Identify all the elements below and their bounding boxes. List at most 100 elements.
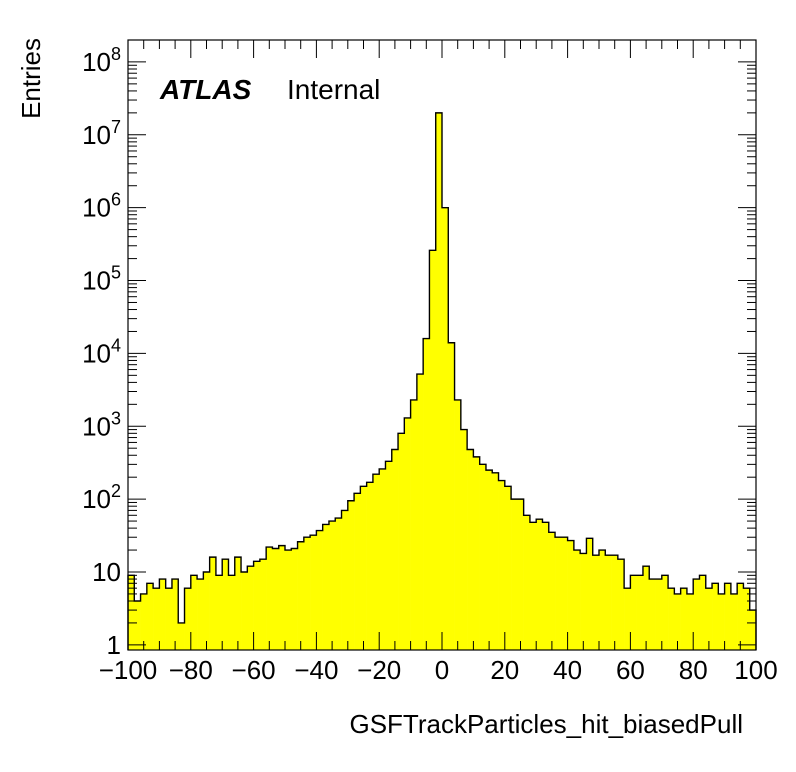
histogram-bin	[712, 583, 719, 650]
histogram-bin	[272, 548, 280, 650]
histogram-bin	[718, 593, 725, 650]
histogram-bin	[228, 575, 236, 650]
histogram-outline	[127, 112, 757, 650]
histogram-bin	[586, 538, 594, 650]
y-tick-label: 108	[82, 44, 121, 77]
histogram-bin	[536, 519, 543, 650]
plot-frame	[127, 39, 757, 651]
histogram-bin	[354, 493, 361, 650]
histogram-bin	[366, 482, 374, 650]
histogram-bin	[467, 449, 474, 650]
x-tick-label: 100	[734, 655, 777, 685]
histogram-bin	[241, 571, 248, 650]
histogram-bin	[504, 486, 512, 650]
histogram-bin	[573, 550, 581, 650]
histogram-bin	[724, 583, 732, 650]
histogram-bars	[127, 112, 757, 651]
histogram-bin	[485, 470, 493, 650]
histogram-bin	[159, 579, 166, 650]
histogram-bin	[416, 374, 424, 650]
histogram-bin	[636, 575, 644, 650]
y-tick-label: 102	[82, 481, 121, 514]
histogram-bin	[743, 588, 751, 650]
x-tick-label: −40	[294, 655, 338, 685]
histogram-bin	[385, 461, 393, 650]
y-axis-label: Entries	[16, 38, 46, 119]
histogram-bin	[316, 530, 323, 650]
histogram-bin	[410, 399, 418, 650]
histogram-bin	[705, 588, 713, 650]
histogram-bin	[642, 566, 650, 650]
histogram-bin	[146, 583, 154, 650]
axis-ticks	[127, 39, 757, 650]
atlas-label: ATLAS	[159, 74, 252, 105]
histogram-bin	[492, 472, 499, 650]
histogram-bin	[435, 112, 443, 651]
histogram-bin	[473, 456, 480, 650]
histogram-bin	[542, 522, 550, 650]
y-tick-label: 103	[82, 408, 121, 441]
histogram-bin	[372, 474, 380, 650]
histogram-bin	[379, 468, 386, 650]
histogram-bin	[335, 518, 342, 650]
histogram-bin	[341, 510, 349, 650]
histogram-bin	[398, 433, 405, 650]
histogram-bin	[655, 579, 663, 650]
y-tick-labels: 1 10 102 103 104 105 106 107 108	[82, 44, 121, 660]
histogram-bin	[153, 588, 160, 650]
histogram-bin	[278, 545, 286, 650]
histogram-bin	[134, 600, 141, 650]
histogram-bin	[529, 522, 537, 650]
histogram-bin	[674, 593, 681, 650]
histogram-bin	[253, 561, 261, 650]
histogram-bin	[680, 588, 688, 650]
histogram-bin	[454, 399, 462, 650]
histogram-bin	[291, 548, 298, 650]
status-label: Internal	[287, 74, 380, 105]
y-tick-label: 107	[82, 117, 121, 150]
histogram-bin	[391, 449, 399, 650]
histogram-bin	[310, 535, 317, 650]
histogram-bin	[498, 480, 506, 650]
histogram-bin	[749, 610, 757, 650]
histogram-bin	[479, 464, 487, 650]
histogram-bin	[580, 553, 587, 650]
histogram-bin	[203, 571, 210, 650]
histogram-bin	[222, 559, 229, 650]
histogram-bin	[140, 593, 148, 650]
histogram-bin	[668, 588, 675, 650]
histogram-bin	[567, 540, 575, 650]
histogram-bin	[171, 579, 179, 650]
histogram-bin	[247, 566, 254, 650]
histogram-bin	[448, 342, 455, 650]
histogram-bin	[561, 537, 568, 650]
histogram-bin	[605, 555, 612, 650]
x-tick-label: −100	[99, 655, 158, 685]
x-tick-label: −60	[232, 655, 276, 685]
x-tick-label: −20	[357, 655, 401, 685]
histogram-bin	[197, 579, 204, 650]
histogram-bin	[555, 537, 562, 650]
y-tick-label: 10	[92, 557, 121, 587]
histogram-bin	[617, 559, 625, 650]
histogram-bin	[737, 583, 744, 650]
histogram-bin	[686, 593, 694, 650]
y-tick-label: 106	[82, 190, 121, 223]
histogram-bin	[630, 575, 637, 650]
histogram-bin	[322, 524, 330, 650]
histogram-bin	[184, 588, 192, 650]
x-tick-label: 60	[616, 655, 645, 685]
histogram-bin	[328, 521, 336, 650]
x-tick-labels: −100 −80 −60 −40 −20 0 20 40 60 80 100	[99, 655, 778, 685]
histogram-bin	[209, 557, 217, 650]
histogram-bin	[523, 515, 531, 650]
x-tick-label: 80	[679, 655, 708, 685]
histogram-bin	[360, 486, 367, 650]
histogram-bin	[215, 575, 223, 650]
histogram-bin	[730, 593, 738, 650]
histogram-bin	[649, 579, 656, 650]
histogram-bin	[693, 579, 700, 650]
histogram-bin	[548, 532, 556, 650]
histogram-bin	[599, 550, 606, 650]
